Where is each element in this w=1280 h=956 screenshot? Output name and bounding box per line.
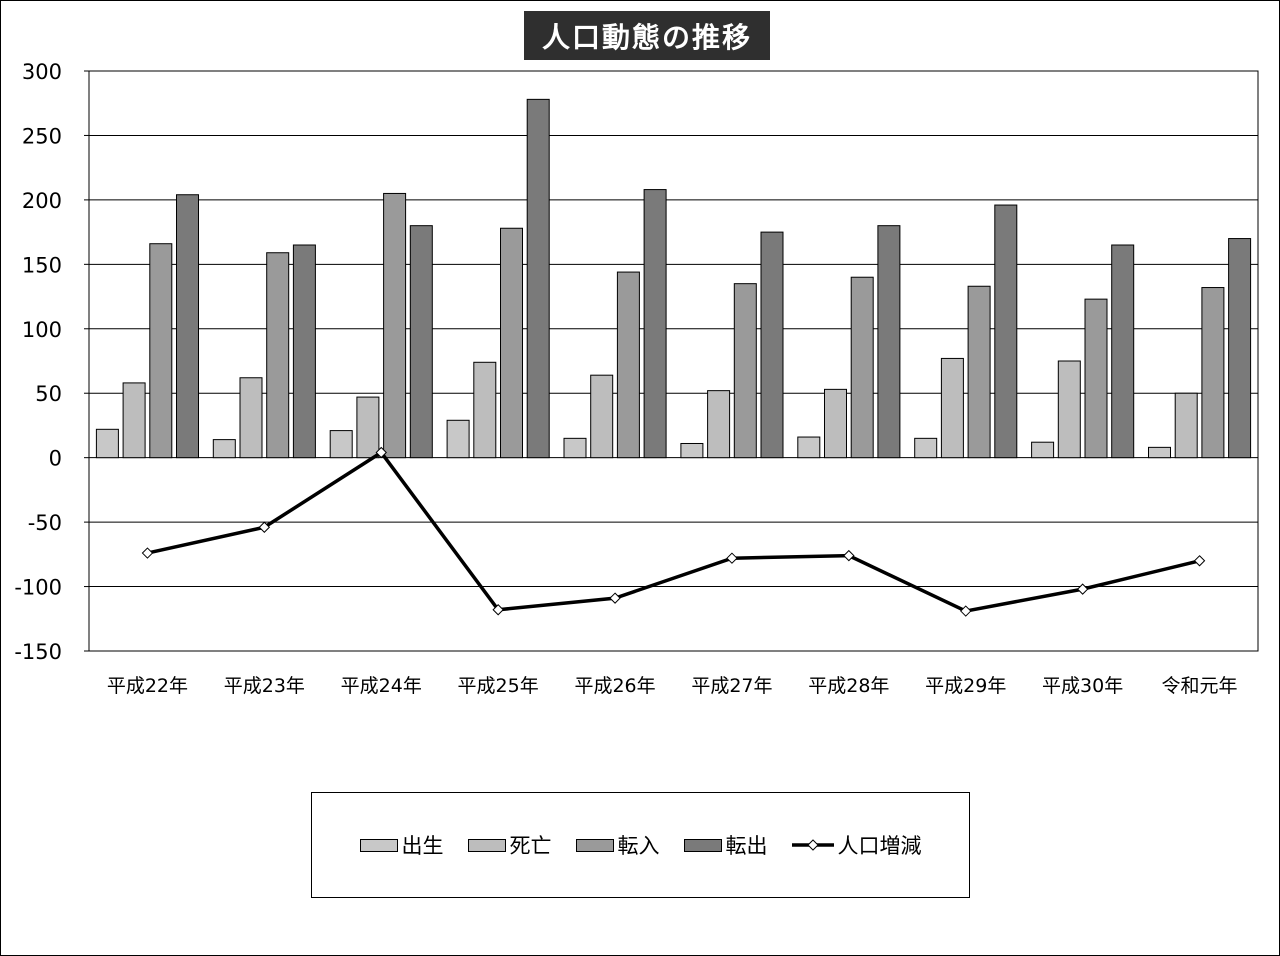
x-axis: 平成22年 平成23年 平成24年 平成25年 平成26年 平成27年 平成28年 平成29年…: [107, 675, 1238, 697]
bar: [643, 189, 667, 459]
bar: [1228, 238, 1252, 459]
y-tick-label: 150: [22, 253, 62, 277]
legend-item: 人口増減: [791, 830, 922, 860]
y-tick-label: -50: [28, 511, 62, 535]
legend-swatch: [467, 838, 506, 852]
bar: [1084, 298, 1108, 459]
x-tick-label: 平成22年: [107, 675, 188, 697]
bar: [176, 194, 199, 459]
bar: [563, 437, 587, 459]
bar: [473, 361, 497, 459]
legend-item: 転出: [683, 830, 768, 860]
line-point: [492, 604, 504, 616]
bar: [1174, 392, 1198, 459]
bar: [329, 430, 353, 459]
bar: [500, 227, 523, 459]
bar: [1057, 360, 1081, 459]
bar: [707, 390, 731, 459]
bar: [850, 276, 874, 459]
bar: [914, 437, 938, 459]
legend-label: 出生: [401, 834, 444, 858]
line-series: [141, 446, 1206, 617]
plot-area: [88, 70, 1259, 652]
x-tick-label: 令和元年: [1162, 675, 1238, 697]
line-point: [141, 547, 154, 559]
bar: [1201, 287, 1225, 459]
bar: [526, 98, 550, 459]
x-tick-label: 平成30年: [1042, 675, 1123, 697]
legend-swatch: [359, 838, 398, 852]
x-tick-label: 平成29年: [925, 675, 1006, 697]
bar: [733, 283, 757, 459]
legend-line-marker: [791, 839, 834, 851]
bar: [967, 285, 991, 459]
line-point: [1193, 555, 1206, 567]
legend-item: 出生: [359, 830, 444, 860]
bar: [994, 204, 1018, 459]
bar: [1031, 441, 1055, 459]
bar: [383, 192, 407, 459]
bar: [292, 244, 316, 459]
legend-item: 死亡: [467, 830, 552, 860]
line-point: [1076, 583, 1089, 595]
y-tick-label: -100: [14, 576, 62, 600]
y-tick-label: 0: [49, 447, 62, 471]
legend-item: 転入: [575, 830, 660, 860]
series-line: [147, 450, 1200, 613]
legend-swatch: [575, 838, 614, 852]
bar: [760, 231, 784, 459]
line-point: [726, 552, 738, 564]
x-tick-label: 平成23年: [224, 675, 305, 697]
x-tick-label: 平成24年: [341, 675, 422, 697]
legend-label: 人口増減: [837, 834, 922, 858]
y-tick-label: 50: [35, 382, 62, 406]
bar: [409, 225, 433, 459]
y-tick-label: -150: [14, 640, 62, 664]
line-point: [258, 521, 271, 533]
line-point: [960, 605, 972, 617]
bar: [940, 357, 964, 459]
y-tick-label: 250: [22, 124, 62, 148]
plot-border: [88, 70, 1259, 652]
y-tick-label: 300: [22, 60, 62, 84]
bar: [1148, 446, 1171, 459]
bar: [266, 252, 290, 459]
bar: [149, 243, 173, 459]
bar: [616, 271, 640, 459]
chart-title: 人口動態の推移: [524, 11, 770, 60]
line-point: [609, 592, 621, 604]
bar: [212, 439, 236, 459]
bar: [824, 388, 847, 459]
bar: [680, 442, 704, 459]
x-tick-label: 平成25年: [458, 675, 539, 697]
bar: [1111, 244, 1135, 459]
line-point: [375, 446, 387, 459]
x-tick-label: 平成26年: [574, 675, 655, 697]
y-tick-label: 200: [22, 189, 62, 213]
legend-label: 転出: [725, 834, 768, 858]
line-point: [843, 549, 855, 562]
x-tick-label: 平成27年: [691, 675, 772, 697]
bar: [122, 382, 146, 459]
x-tick-label: 平成28年: [808, 675, 889, 697]
bar-series: [95, 98, 1252, 459]
bar: [590, 374, 614, 459]
legend: 出生 死亡 転入 転出 人口増減: [311, 792, 970, 898]
bar: [797, 436, 821, 459]
y-tick-label: 100: [22, 318, 62, 342]
legend-swatch: [683, 838, 722, 852]
bar: [239, 377, 263, 459]
legend-label: 転入: [617, 834, 660, 858]
bar: [356, 396, 380, 459]
bar: [877, 225, 901, 459]
gridlines: [89, 134, 1258, 588]
y-axis: 300 250 200 150 100 50 0 -50 -100 -150: [14, 60, 90, 664]
bar: [95, 428, 119, 459]
legend-label: 死亡: [509, 834, 552, 858]
bar: [446, 419, 470, 459]
